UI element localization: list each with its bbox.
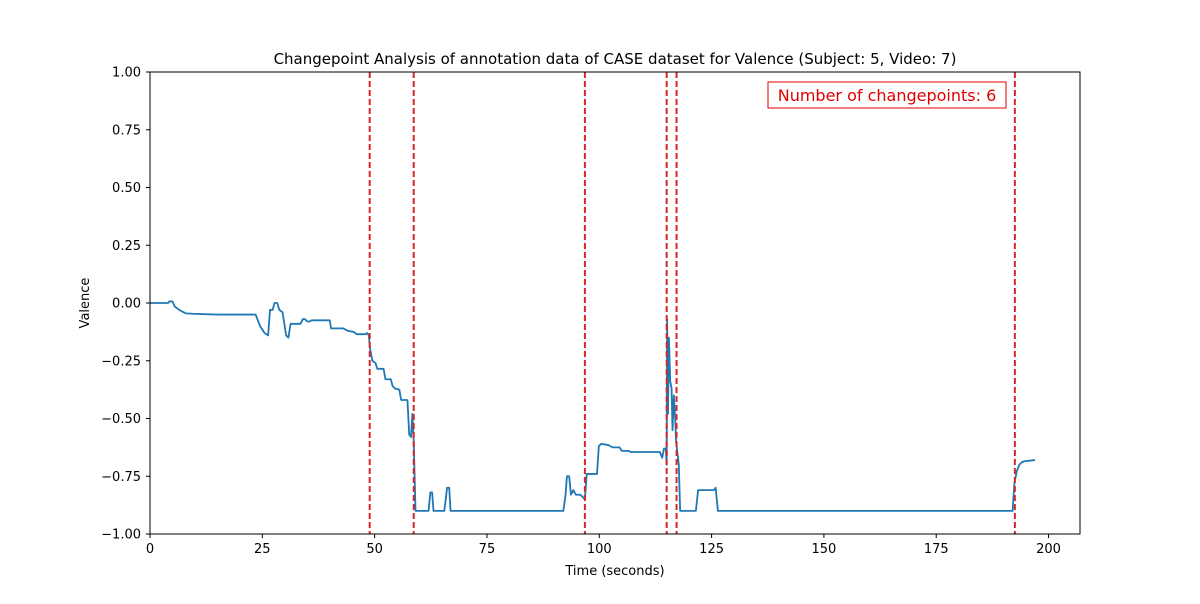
y-tick-label: −0.50 xyxy=(101,412,141,427)
valence-series-line-0 xyxy=(150,300,1036,512)
x-tick-label: 150 xyxy=(811,542,836,557)
x-tick-label: 25 xyxy=(254,542,271,557)
y-tick-label: 0.50 xyxy=(112,181,141,196)
y-tick-label: 1.00 xyxy=(112,66,141,81)
y-tick-label: −1.00 xyxy=(101,528,141,543)
x-tick-label: 75 xyxy=(479,542,496,557)
changepoint-count-annotation: Number of changepoints: 6 xyxy=(778,86,997,105)
axes: 0 25 50 75 100 125 150 175 200 −1.00 −0.75 −0.50 −0.… xyxy=(101,66,1061,558)
x-tick-label: 125 xyxy=(699,542,724,557)
y-tick-label: −0.25 xyxy=(101,354,141,369)
chart-title: Changepoint Analysis of annotation data … xyxy=(274,50,957,68)
annotation-box: Number of changepoints: 6 xyxy=(767,81,1007,109)
x-axis-label: Time (seconds) xyxy=(564,564,664,579)
y-tick-label: 0.25 xyxy=(112,239,141,254)
x-tick-label: 100 xyxy=(587,542,612,557)
y-tick-label: −0.75 xyxy=(101,470,141,485)
x-tick-label: 175 xyxy=(924,542,949,557)
y-tick-label: 0.75 xyxy=(112,123,141,138)
y-tick-label: 0.00 xyxy=(112,297,141,312)
plot-area xyxy=(150,72,1036,534)
y-axis-label: Valence xyxy=(78,278,93,329)
x-tick-label: 200 xyxy=(1036,542,1061,557)
x-tick-label: 50 xyxy=(366,542,383,557)
x-tick-label: 0 xyxy=(146,542,154,557)
annotation-frame xyxy=(767,81,1007,109)
